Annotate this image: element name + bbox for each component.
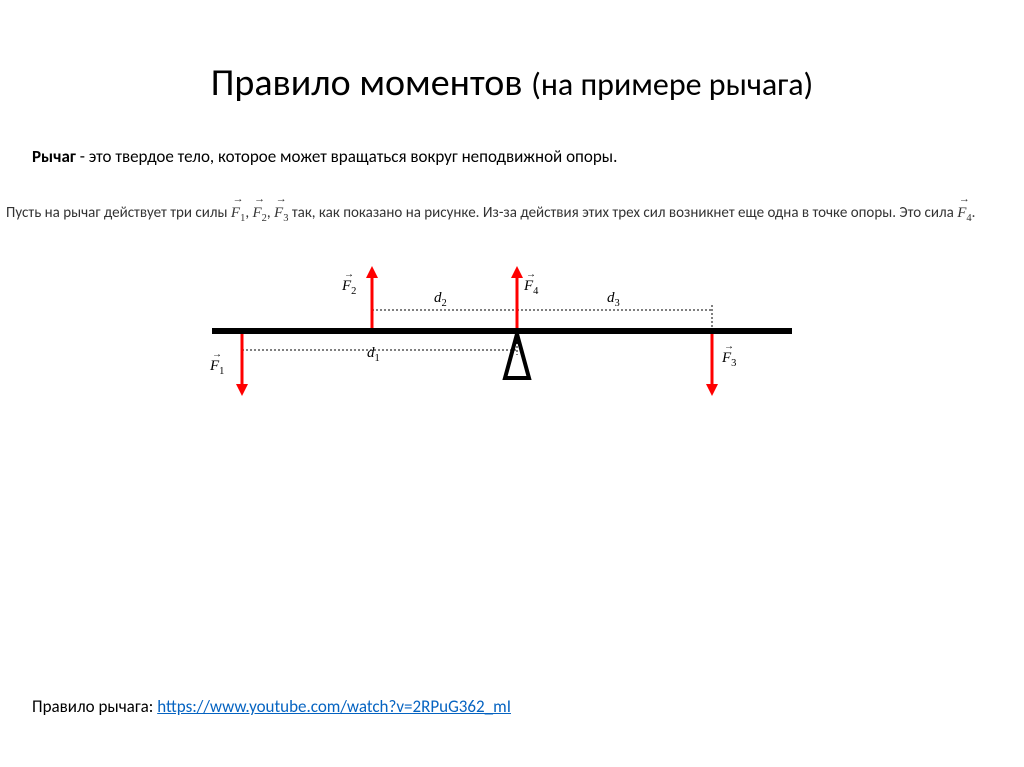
label-d2: d2 [434, 290, 447, 309]
footer: Правило рычага: https://www.youtube.com/… [32, 696, 511, 717]
label-d1: d1 [367, 345, 380, 364]
footer-label: Правило рычага: [32, 696, 157, 717]
body-paragraph: Пусть на рычаг действует три силы →F1, →… [6, 197, 1018, 230]
definition-text: Рычаг - это твердое тело, которое может … [32, 146, 1024, 167]
label-f3: →F3 [722, 350, 736, 369]
term: Рычаг [32, 146, 76, 167]
vector-f1: →F1 [231, 197, 245, 230]
vector-f4: →F4 [957, 197, 971, 230]
vector-f3: →F3 [274, 197, 288, 230]
force-f2-arrow [366, 266, 378, 328]
fulcrum-icon [505, 334, 529, 378]
force-f1-arrow [236, 334, 248, 396]
body-part2: так, как показано на рисунке. Из-за дейс… [292, 204, 957, 222]
force-f3-arrow [706, 334, 718, 396]
footer-link[interactable]: https://www.youtube.com/watch?v=2RPuG362… [157, 696, 511, 717]
title-sub: (на примере рычага) [531, 65, 813, 104]
diagram-svg [212, 250, 812, 430]
page-title: Правило моментов (на примере рычага) [0, 0, 1024, 106]
body-part1: Пусть на рычаг действует три силы [6, 204, 231, 222]
vector-f2: →F2 [252, 197, 266, 230]
label-f1: →F1 [210, 358, 224, 377]
label-f2: →F2 [342, 278, 356, 297]
body-part3: . [972, 204, 976, 222]
title-main: Правило моментов [211, 60, 523, 106]
label-f4: →F4 [524, 278, 538, 297]
lever-bar [212, 328, 792, 334]
label-d3: d3 [607, 290, 620, 309]
definition-body: - это твердое тело, которое может вращат… [76, 146, 618, 167]
lever-diagram: →F1 →F2 →F4 →F3 d1 d2 d3 [212, 250, 812, 430]
force-f4-arrow [511, 266, 523, 328]
